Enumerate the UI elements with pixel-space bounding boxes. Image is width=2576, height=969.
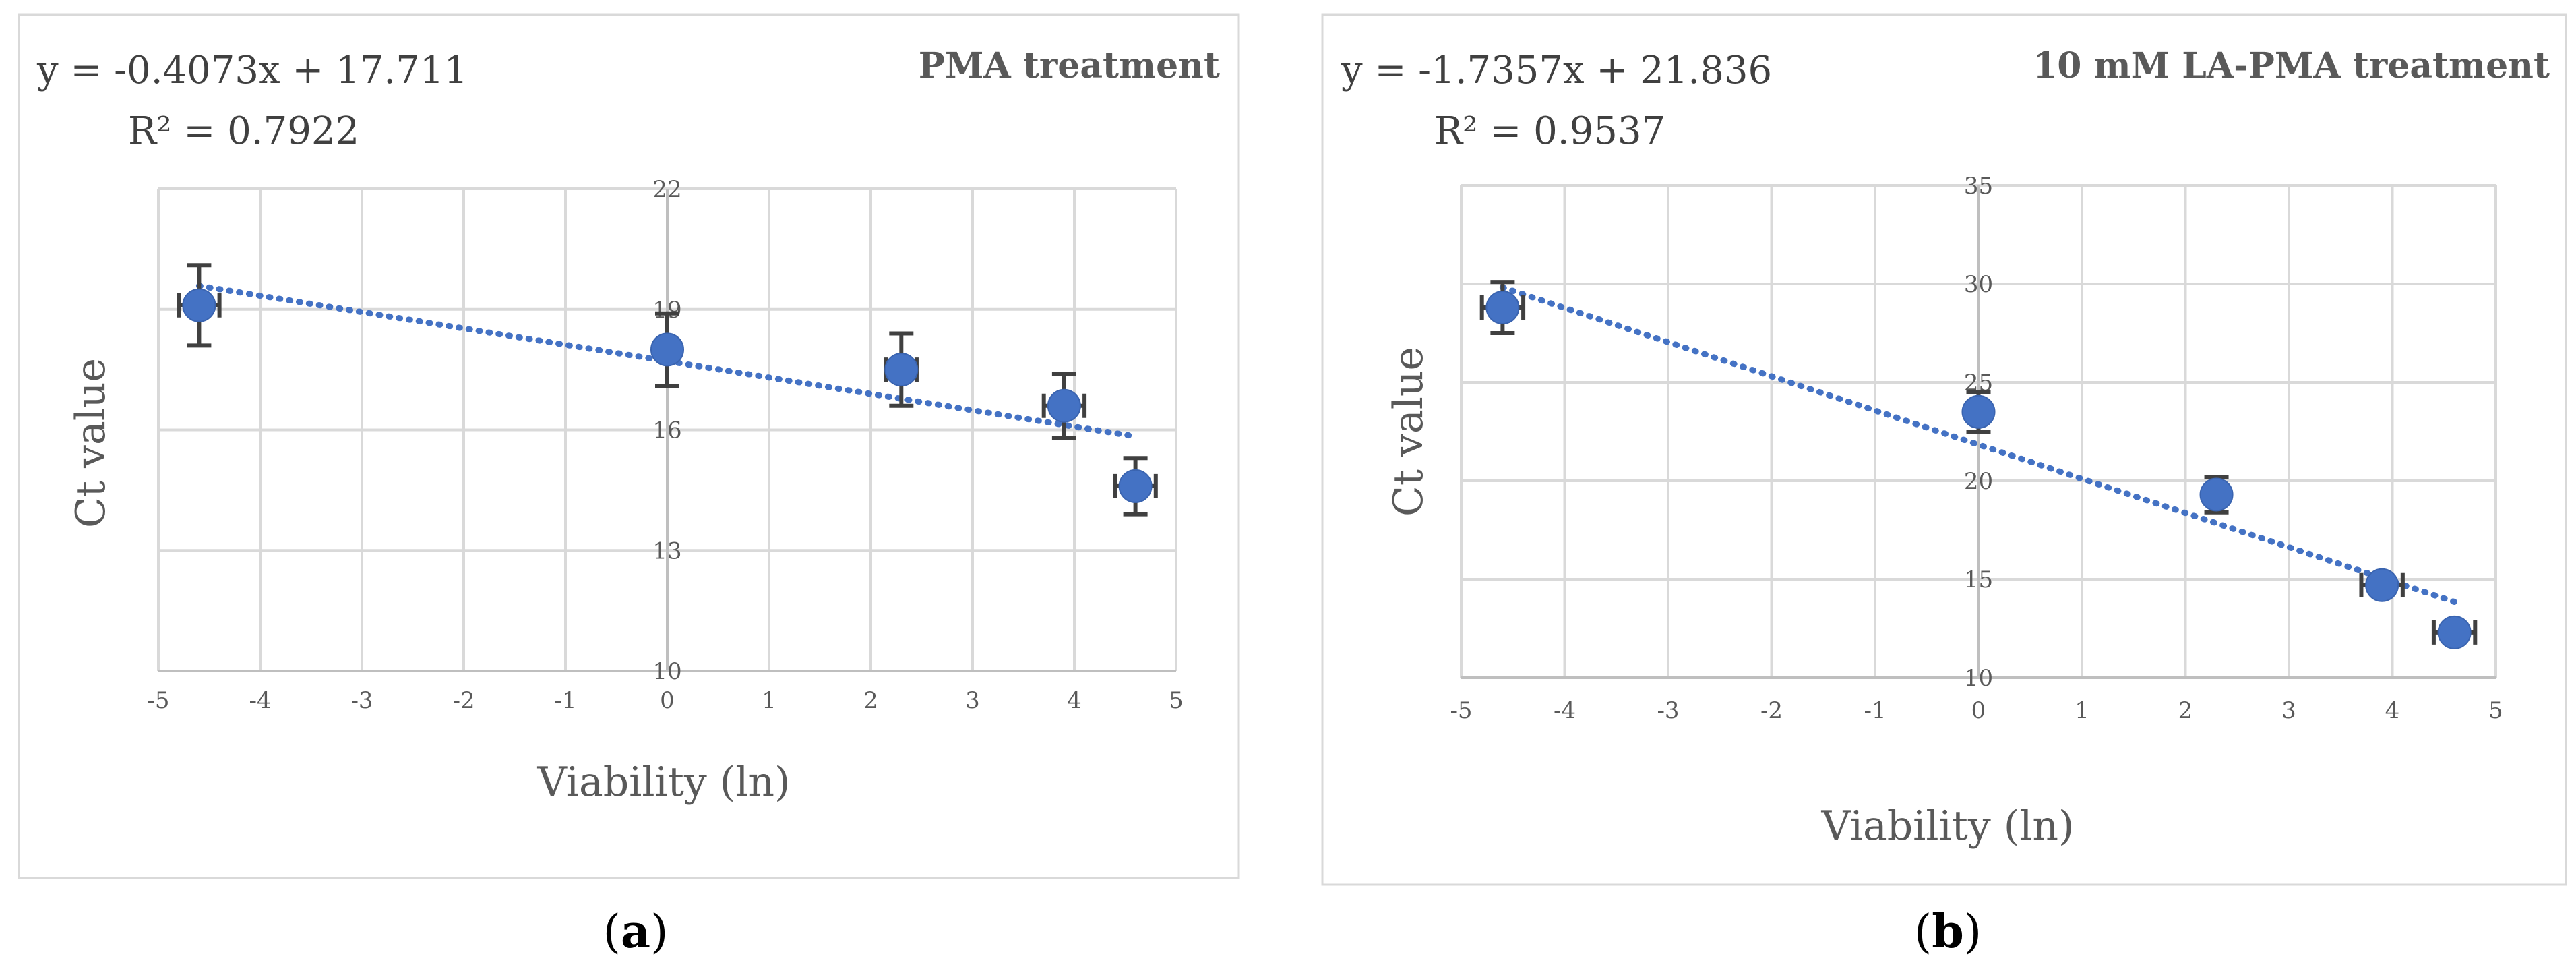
panel-a-caption-letter: a [621, 905, 650, 959]
panel-a-x-tick-label: -2 [452, 687, 474, 714]
panel-b-y-tick-label: 20 [1964, 468, 1993, 495]
panel-a-title: PMA treatment [919, 45, 1220, 86]
panel-b-x-tick-label: 4 [2385, 697, 2400, 724]
panel-a-y-tick-label: 10 [652, 658, 681, 685]
panel-b-y-axis-title: Ct value [1385, 347, 1432, 517]
panel-b-y-tick-label: 35 [1964, 173, 1993, 200]
panel-b-y-tick-label: 10 [1964, 665, 1993, 692]
panel-a-x-tick-label: -4 [249, 687, 271, 714]
panel-a-caption: (a) [603, 905, 668, 959]
panel-a-x-tick-label: 5 [1169, 687, 1184, 714]
panel-b-x-tick-label: -2 [1760, 697, 1783, 724]
panel-b-data-point [2199, 477, 2234, 512]
panel-a-x-tick-label: 0 [660, 687, 675, 714]
panel-a-data-point [1118, 469, 1153, 503]
panel-a-data-point [1047, 388, 1081, 423]
panel-b-y-tick-label: 30 [1964, 271, 1993, 298]
panel-a-r-squared: R² = 0.7922 [128, 109, 359, 153]
panel-a-equation: y = -0.4073x + 17.711 [36, 49, 468, 92]
panel-a-x-tick-label: 4 [1067, 687, 1082, 714]
panel-a-y-tick-label: 13 [652, 537, 681, 564]
panel-b-r-squared: R² = 0.9537 [1434, 109, 1665, 153]
panel-b-x-tick-label: -3 [1657, 697, 1679, 724]
panel-b-x-tick-label: 5 [2488, 697, 2503, 724]
panel-b-x-tick-label: 2 [2178, 697, 2193, 724]
panel-b-x-tick-label: -4 [1554, 697, 1576, 724]
panel-b-data-point [2365, 568, 2399, 602]
panel-a-data-point [650, 332, 684, 367]
panel-b-x-tick-label: 0 [1971, 697, 1986, 724]
panel-a-x-tick-label: -5 [147, 687, 169, 714]
panel-b-x-tick-label: 1 [2075, 697, 2089, 724]
panel-b-data-point [1485, 291, 1520, 325]
panel-a-x-tick-label: 2 [863, 687, 878, 714]
panel-b-y-tick-label: 15 [1964, 566, 1993, 593]
panel-b-title: 10 mM LA-PMA treatment [2033, 45, 2550, 86]
panel-a-x-tick-label: 1 [762, 687, 776, 714]
panel-a-x-tick-label: 3 [965, 687, 980, 714]
panel-a-x-tick-label: -1 [554, 687, 576, 714]
panel-b-frame [1321, 13, 2567, 886]
panel-a-frame [18, 13, 1240, 879]
panel-b-caption-letter: b [1932, 905, 1964, 959]
panel-b-data-point [2437, 615, 2472, 649]
panel-b-caption: (b) [1914, 905, 1982, 959]
panel-b-equation: y = -1.7357x + 21.836 [1341, 49, 1772, 92]
panel-a-y-axis-title: Ct value [67, 358, 115, 528]
panel-a-data-point [884, 353, 919, 387]
panel-b-x-tick-label: -1 [1864, 697, 1886, 724]
panel-a-y-tick-label: 22 [652, 176, 681, 203]
panel-b-x-tick-label: -5 [1450, 697, 1472, 724]
panel-a-x-tick-label: -3 [350, 687, 373, 714]
panel-a-y-tick-label: 16 [652, 417, 681, 444]
panel-b-data-point [1961, 394, 1996, 429]
panel-b-x-tick-label: 3 [2281, 697, 2296, 724]
panel-a-x-axis-title: Viability (ln) [537, 759, 791, 806]
panel-a-data-point [182, 288, 216, 322]
panel-b-x-axis-title: Viability (ln) [1821, 802, 2075, 850]
